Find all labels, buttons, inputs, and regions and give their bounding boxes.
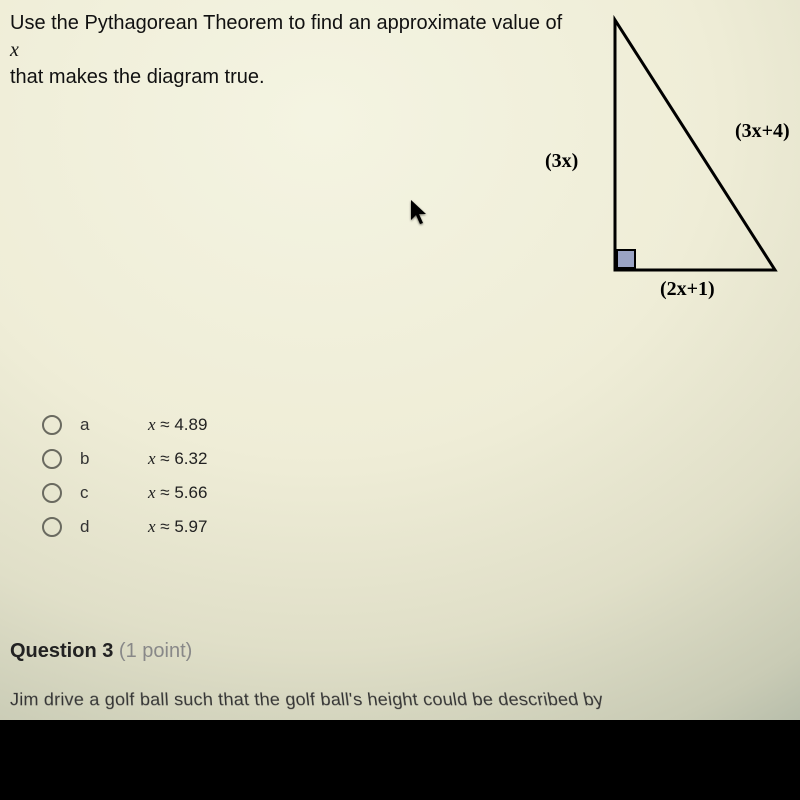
option-letter: c [80,483,110,503]
answer-options: a x ≈ 4.89 b x ≈ 6.32 c x ≈ 5.66 d x ≈ 5.97 [42,408,207,544]
question-prompt: Use the Pythagorean Theorem to find an a… [10,10,570,91]
next-question-body: Jim drive a golf ball such that the golf… [10,690,605,710]
prompt-text-2: that makes the diagram true. [10,66,265,88]
option-letter: a [80,415,110,435]
prompt-variable: x [10,39,19,61]
answer-option-c[interactable]: c x ≈ 5.66 [42,476,207,510]
side-label-hyp: (3x+4) [735,120,790,143]
radio-b[interactable] [42,449,62,469]
answer-option-b[interactable]: b x ≈ 6.32 [42,442,207,476]
side-label-bottom: (2x+1) [660,278,715,301]
prompt-text-1: Use the Pythagorean Theorem to find an a… [10,12,562,34]
quiz-screen: Use the Pythagorean Theorem to find an a… [0,0,800,800]
right-angle-marker [617,250,635,268]
side-label-left: (3x) [545,150,578,173]
next-question-heading: Question 3 (1 point) [10,640,192,663]
option-value: x ≈ 4.89 [148,415,207,435]
answer-option-a[interactable]: a x ≈ 4.89 [42,408,207,442]
mouse-cursor-icon [410,200,428,226]
option-value: x ≈ 5.97 [148,517,207,537]
triangle-shape [615,20,775,270]
option-letter: b [80,449,110,469]
radio-a[interactable] [42,415,62,435]
next-question-title: Question 3 [10,640,113,662]
bottom-bar [0,720,800,800]
radio-d[interactable] [42,517,62,537]
answer-option-d[interactable]: d x ≈ 5.97 [42,510,207,544]
radio-c[interactable] [42,483,62,503]
triangle-svg [605,10,800,305]
next-question-points: (1 point) [119,640,192,662]
option-value: x ≈ 5.66 [148,483,207,503]
triangle-diagram: (3x) (3x+4) (2x+1) [605,10,800,305]
option-value: x ≈ 6.32 [148,449,207,469]
option-letter: d [80,517,110,537]
